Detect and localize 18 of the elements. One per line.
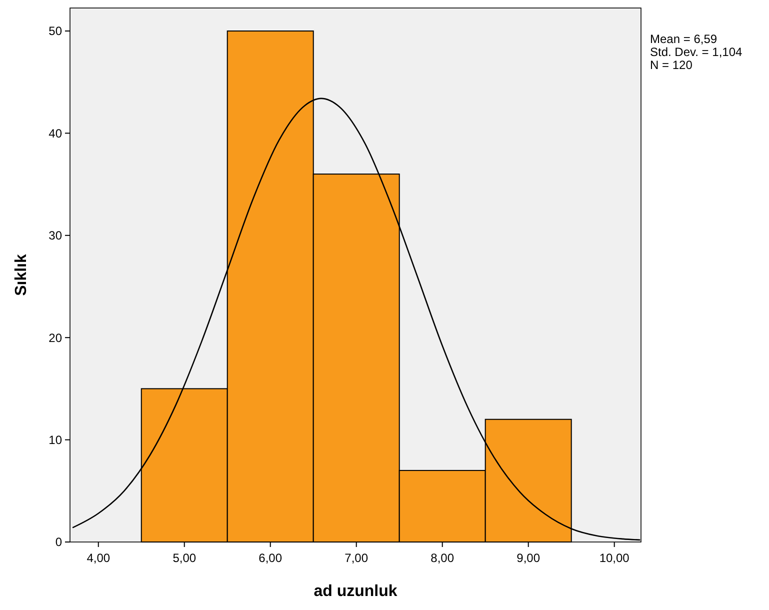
text: N = 120 xyxy=(650,58,693,72)
text: Std. Dev. = 1,104 xyxy=(650,45,742,59)
x-axis-title: ad uzunluk xyxy=(314,583,398,600)
y-tick-label: 40 xyxy=(48,126,62,140)
x-tick-label: 8,00 xyxy=(430,551,454,565)
x-tick-label: 9,00 xyxy=(516,551,540,565)
x-tick-label: 7,00 xyxy=(344,551,368,565)
x-tick-label: 6,00 xyxy=(258,551,282,565)
x-tick-label: 4,00 xyxy=(86,551,110,565)
x-tick-label: 5,00 xyxy=(172,551,196,565)
text: Mean = 6,59 xyxy=(650,32,718,46)
y-tick-label: 30 xyxy=(48,228,62,243)
y-axis-title: Sıklık xyxy=(13,254,30,296)
y-tick-label: 10 xyxy=(48,433,62,447)
x-tick-label: 10,00 xyxy=(599,551,630,565)
y-tick-label: 50 xyxy=(48,24,62,38)
y-tick-label: 0 xyxy=(55,535,62,550)
y-tick-label: 20 xyxy=(48,330,62,345)
